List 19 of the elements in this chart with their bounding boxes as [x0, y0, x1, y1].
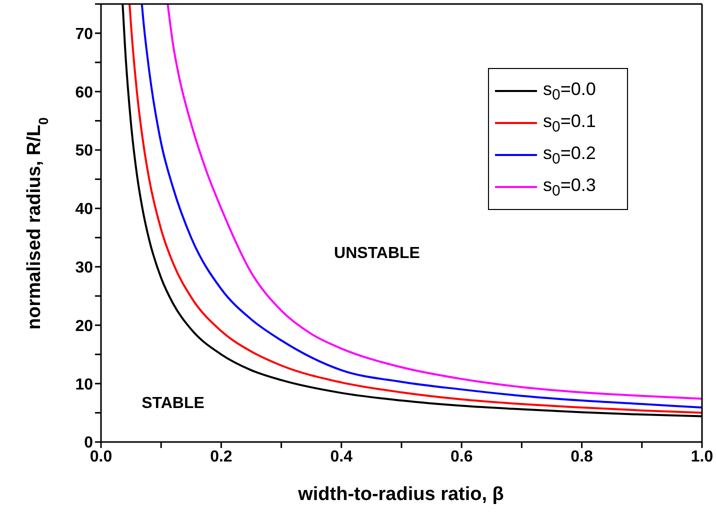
- x-tick-label: 0.6: [450, 448, 473, 466]
- y-tick-label: 70: [75, 26, 94, 43]
- y-tick-label: 30: [75, 259, 94, 276]
- annotation: STABLE: [142, 394, 205, 412]
- legend-label: s$_{0}$=0.1: [543, 110, 596, 136]
- y-tick-label: 10: [75, 376, 94, 394]
- x-tick-label: 0.8: [570, 448, 594, 466]
- y-tick-label: 40: [75, 201, 94, 218]
- legend-label: s$_{0}$=0.2: [543, 142, 596, 168]
- legend-label: s$_{0}$=0.0: [543, 78, 596, 104]
- annotation: UNSTABLE: [334, 245, 420, 262]
- legend-label: s$_{0}$=0.3: [543, 174, 596, 200]
- x-tick-label: 1.0: [690, 448, 714, 466]
- y-tick-label: 20: [75, 318, 94, 335]
- x-tick-label: 0.4: [330, 448, 353, 466]
- x-axis-title: width-to-radius ratio, β: [297, 484, 504, 505]
- y-tick-label: 50: [75, 142, 94, 160]
- y-tick-label: 60: [75, 84, 94, 102]
- x-tick-label: 0.2: [210, 448, 232, 466]
